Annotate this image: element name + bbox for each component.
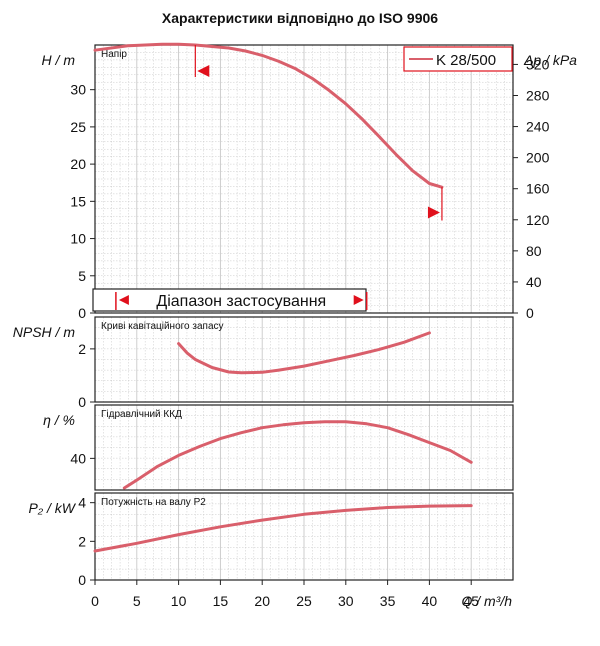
series-line-head <box>93 42 444 189</box>
y-tick-label: 25 <box>70 119 86 135</box>
x-tick-label: 45 <box>463 593 479 609</box>
y-tick-label: 20 <box>70 156 86 172</box>
y-tick-label: 40 <box>70 450 86 466</box>
y-tick-label: 10 <box>70 231 86 247</box>
right-y-tick-label: 200 <box>526 150 550 166</box>
y-tick-label: 5 <box>78 268 86 284</box>
right-y-tick-label: 120 <box>526 212 550 228</box>
panel-label: Напір <box>101 49 127 60</box>
x-tick-label: 10 <box>171 593 187 609</box>
range-label: Діапазон застосування <box>156 293 326 310</box>
series-line-efficiency <box>122 420 473 490</box>
range-right-arrow <box>353 295 364 305</box>
right-y-tick-label: 40 <box>526 274 542 290</box>
range-left-arrow <box>118 295 129 305</box>
y-tick-label: 2 <box>78 533 86 549</box>
x-tick-label: 20 <box>254 593 270 609</box>
panel-label: Криві кавітаційного запасу <box>101 321 224 332</box>
legend-label: K 28/500 <box>436 52 496 69</box>
right-y-tick-label: 0 <box>526 305 534 321</box>
right-y-tick-label: 80 <box>526 243 542 259</box>
y-tick-label: 0 <box>78 305 86 321</box>
series-line-power <box>93 504 473 553</box>
y-tick-label: 30 <box>70 82 86 98</box>
series-line-npsh <box>177 331 431 375</box>
panel-frame <box>94 316 514 403</box>
y-axis-label: NPSH / m <box>13 324 76 340</box>
panel-frame <box>94 404 514 491</box>
x-tick-label: 30 <box>338 593 354 609</box>
right-y-tick-label: 280 <box>526 87 550 103</box>
panel-efficiency: 40 Гідравлічний ККД η / % <box>43 404 514 491</box>
y-axis-label: H / m <box>42 52 76 68</box>
limit-marker-right <box>427 206 440 219</box>
right-y-axis-label: Δp / kPa <box>523 52 577 68</box>
y-tick-label: 2 <box>78 341 86 357</box>
y-tick-label: 4 <box>78 495 86 511</box>
right-y-tick-label: 160 <box>526 181 550 197</box>
right-y-tick-label: 320 <box>526 56 550 72</box>
x-tick-label: 5 <box>133 593 141 609</box>
x-tick-label: 40 <box>422 593 438 609</box>
chart-title: Характеристики відповідно до ISO 9906 <box>161 10 439 26</box>
x-axis-label: Q / m³/h <box>461 593 512 609</box>
right-y-tick-label: 240 <box>526 119 550 135</box>
panel-label: Гідравлічний ККД <box>101 409 182 420</box>
y-tick-label: 15 <box>70 193 86 209</box>
x-tick-label: 15 <box>213 593 229 609</box>
limit-marker-left <box>197 65 210 78</box>
panel-head: 0 5 10 15 20 25 30 Напір H / m 0 40 80 120 160 200 240 2… <box>42 42 577 321</box>
x-tick-label: 25 <box>296 593 312 609</box>
x-tick-label: 35 <box>380 593 396 609</box>
y-axis-label: η / % <box>43 412 75 428</box>
panel-frame <box>94 44 514 314</box>
panel-label: Потужність на валу P2 <box>101 497 206 508</box>
y-tick-label: 0 <box>78 572 86 588</box>
y-tick-label: 0 <box>78 394 86 410</box>
x-tick-label: 0 <box>91 593 99 609</box>
panel-power: 0 2 4 Потужність на валу P2 P₂ / kW 0 5 10 15 20 2… <box>28 492 514 609</box>
panel-npsh: 0 2 Криві кавітаційного запасу NPSH / m <box>13 316 514 410</box>
y-axis-label: P₂ / kW <box>28 500 76 516</box>
